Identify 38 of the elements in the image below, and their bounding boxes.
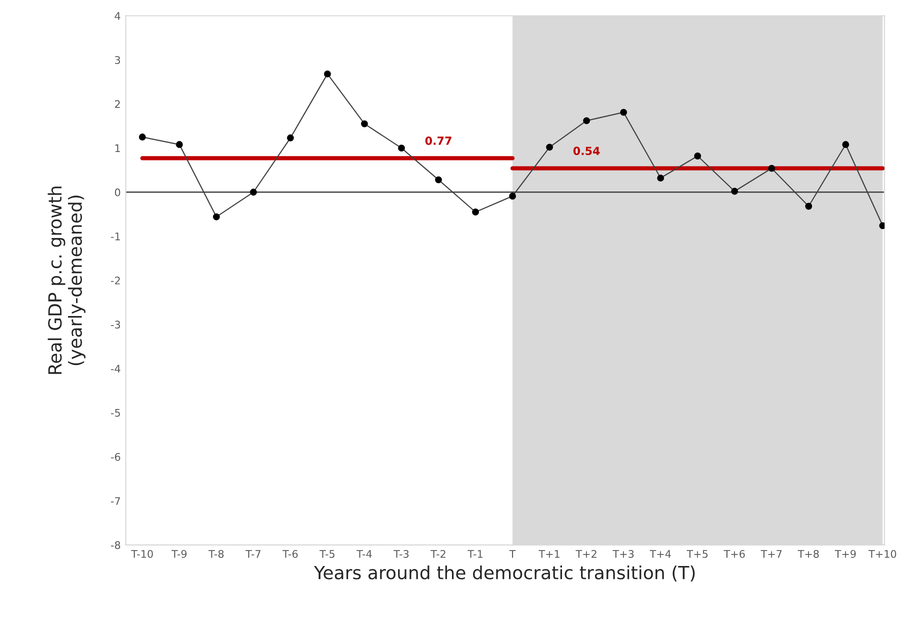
x-tick-label: T+10: [868, 550, 896, 558]
y-tick-label: 3: [115, 56, 120, 64]
y-tick-label: -7: [110, 497, 120, 505]
x-tick-label: T-7: [245, 550, 260, 558]
x-tick-label: T+6: [724, 550, 745, 558]
x-tick-label: T+3: [612, 550, 634, 558]
x-tick-label: T-6: [282, 550, 298, 558]
x-tick-label: T-8: [208, 550, 224, 558]
x-axis-title: Years around the democratic transition (T): [314, 565, 695, 582]
x-tick-label: T-2: [430, 550, 446, 558]
x-tick-label: T-9: [171, 550, 187, 558]
x-tick-label: T+4: [650, 550, 671, 558]
x-tick-label: T-10: [131, 550, 153, 558]
y-tick-label: -5: [110, 409, 120, 417]
x-tick-label: T+1: [538, 550, 560, 558]
x-tick-label: T: [509, 550, 516, 558]
x-tick-label: T+8: [798, 550, 819, 558]
x-tick-label: T-4: [356, 550, 372, 558]
y-tick-label: -8: [110, 541, 120, 550]
annotation: 0.77: [425, 136, 452, 145]
y-tick-label: -4: [110, 364, 120, 373]
x-tick-label: T+7: [760, 550, 782, 558]
y-tick-label: -3: [110, 320, 120, 329]
y-tick-label: -6: [110, 452, 120, 461]
x-tick-label: T-3: [394, 550, 409, 558]
x-tick-label: T+5: [686, 550, 708, 558]
y-axis-title: Real GDP p.c. growth (yearly-demeaned): [48, 186, 86, 374]
y-tick-label: 2: [114, 100, 120, 108]
y-tick-label: -1: [110, 232, 120, 240]
annotation: 0.54: [573, 146, 600, 156]
y-tick-label: 4: [114, 12, 120, 20]
x-tick-label: T+9: [834, 550, 856, 558]
x-tick-label: T-1: [468, 550, 482, 558]
y-tick-label: 1: [115, 144, 120, 152]
y-tick-label: -2: [110, 276, 120, 284]
x-tick-label: T-5: [320, 550, 334, 558]
y-tick-label: 0: [114, 188, 120, 196]
x-tick-label: T+2: [576, 550, 596, 558]
